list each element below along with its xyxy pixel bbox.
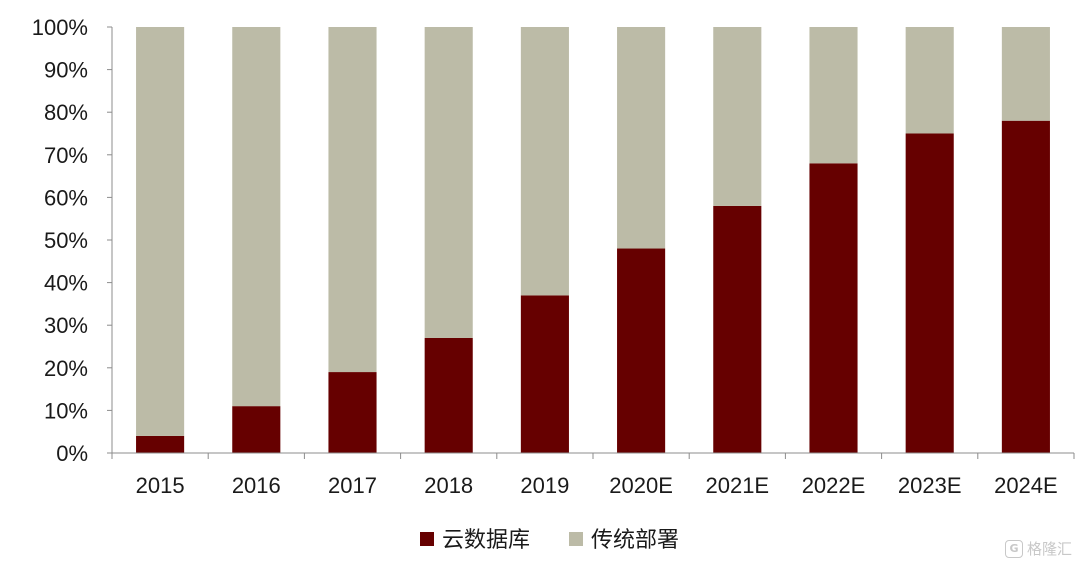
x-tick-label: 2024E — [994, 473, 1058, 498]
y-tick-label: 50% — [44, 228, 88, 253]
bar-traditional-2018 — [424, 27, 473, 338]
bar-traditional-2016 — [232, 27, 281, 407]
legend-label: 云数据库 — [442, 528, 530, 553]
x-tick-label: 2016 — [232, 473, 281, 498]
x-tick-label: 2020E — [609, 473, 673, 498]
y-tick-label: 0% — [56, 441, 88, 466]
x-tick-label: 2019 — [520, 473, 569, 498]
bar-cloud-db-2024E — [1001, 120, 1050, 453]
y-tick-label: 100% — [32, 15, 88, 40]
y-tick-label: 10% — [44, 398, 88, 423]
bar-cloud-db-2017 — [328, 372, 377, 453]
legend: 云数据库 传统部署 — [420, 528, 679, 553]
legend-label: 传统部署 — [591, 528, 679, 553]
bar-traditional-2015 — [136, 27, 185, 436]
bars — [136, 27, 1050, 453]
y-tick-label: 30% — [44, 313, 88, 338]
x-tick-label: 2018 — [424, 473, 473, 498]
watermark: G 格隆汇 — [1004, 538, 1072, 559]
bar-cloud-db-2016 — [232, 406, 281, 453]
y-tick-label: 40% — [44, 271, 88, 296]
x-tick-label: 2021E — [705, 473, 769, 498]
watermark-text: 格隆汇 — [1026, 540, 1072, 558]
x-tick-label: 2023E — [898, 473, 962, 498]
bar-cloud-db-2022E — [809, 163, 858, 453]
legend-swatch — [569, 532, 583, 546]
legend-swatch — [420, 532, 434, 546]
y-tick-label: 60% — [44, 185, 88, 210]
y-tick-label: 70% — [44, 143, 88, 168]
bar-traditional-2017 — [328, 27, 377, 373]
bar-cloud-db-2018 — [424, 337, 473, 453]
y-tick-label: 90% — [44, 58, 88, 83]
bar-traditional-2021E — [713, 27, 762, 206]
x-tick-label: 2017 — [328, 473, 377, 498]
bar-traditional-2022E — [809, 27, 858, 164]
x-tick-label: 2022E — [802, 473, 866, 498]
x-axis: 2015 2016 2017 2018 2019 2020E 2021E 2022E 2023E… — [111, 452, 1075, 498]
bar-cloud-db-2020E — [617, 248, 666, 453]
bar-traditional-2019 — [520, 27, 569, 296]
y-axis: 0% 10% 20% 30% 40% 50% 60% 70% 80% 90% 100% — [32, 15, 113, 466]
bar-traditional-2020E — [617, 27, 666, 249]
bar-cloud-db-2015 — [136, 435, 185, 453]
bar-traditional-2024E — [1001, 27, 1050, 121]
y-tick-label: 80% — [44, 100, 88, 125]
bar-cloud-db-2023E — [905, 133, 954, 453]
bar-traditional-2023E — [905, 27, 954, 134]
bar-cloud-db-2019 — [520, 295, 569, 453]
gelonghui-logo-icon: G — [1004, 539, 1023, 558]
y-tick-label: 20% — [44, 356, 88, 381]
x-tick-label: 2015 — [136, 473, 185, 498]
bar-cloud-db-2021E — [713, 205, 762, 453]
